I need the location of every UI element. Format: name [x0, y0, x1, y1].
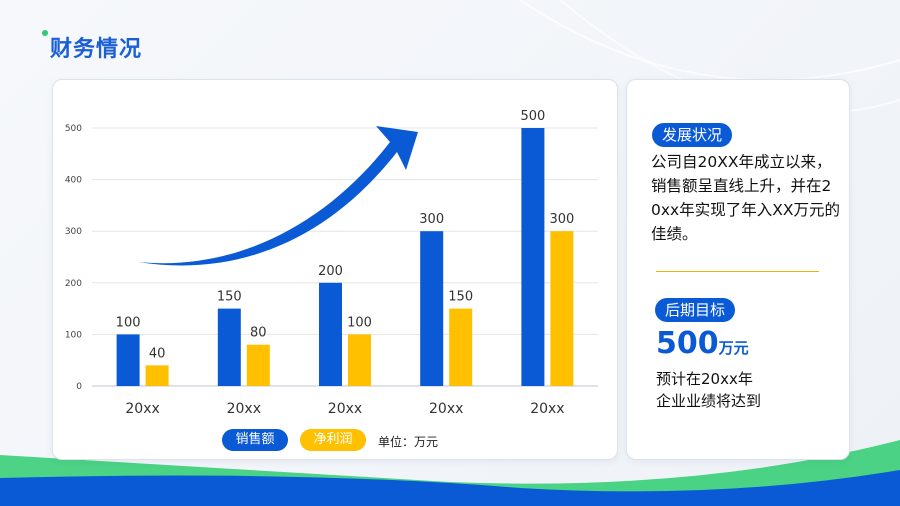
data-label: 100 [116, 315, 141, 330]
y-tick-label: 500 [65, 124, 82, 134]
goal-unit: 万元 [718, 339, 749, 357]
development-text: 公司自20XX年成立以来，销售额呈直线上升，并在20xx年实现了年入XX万元的佳… [651, 153, 840, 243]
data-label: 150 [448, 290, 473, 305]
data-label: 40 [149, 346, 166, 361]
data-label: 150 [217, 290, 242, 305]
data-label: 500 [520, 109, 545, 124]
bar [246, 344, 270, 386]
bar [449, 308, 473, 386]
y-tick-label: 400 [65, 176, 82, 186]
bar [145, 365, 169, 386]
y-tick-label: 300 [65, 227, 82, 237]
goal-tag: 后期目标 [655, 298, 736, 322]
unit-label: 单位：万元 [378, 435, 439, 449]
goal-text-line2: 企业业绩将达到 [656, 392, 762, 410]
development-tag: 发展状况 [652, 123, 733, 147]
data-label: 100 [347, 315, 372, 330]
y-tick-label: 0 [76, 382, 82, 392]
goal-value: 500万元 [656, 326, 749, 361]
x-tick-label: 20xx [125, 401, 159, 417]
y-tick-label: 100 [65, 330, 82, 340]
legend-sales: 销售额 [222, 429, 288, 451]
x-tick-label: 20xx [328, 401, 362, 417]
bar [550, 231, 574, 386]
data-label: 200 [318, 264, 343, 279]
x-tick-label: 20xx [530, 401, 564, 417]
data-label: 300 [419, 212, 444, 227]
goal-description: 预计在20xx年 企业业绩将达到 [656, 368, 826, 412]
bar [348, 334, 371, 386]
growth-arrow-icon [138, 126, 418, 266]
bar [521, 128, 545, 386]
bar [217, 308, 241, 386]
y-tick-label: 200 [65, 279, 82, 289]
bar [116, 334, 140, 386]
data-label: 300 [549, 212, 574, 227]
goal-number: 500 [656, 326, 719, 361]
data-label: 80 [250, 326, 267, 341]
title-accent-dot [42, 30, 48, 36]
x-tick-label: 20xx [227, 401, 261, 417]
page-title: 财务情况 [50, 37, 143, 62]
goal-text-line1: 预计在20xx年 [656, 370, 753, 388]
divider [656, 271, 819, 272]
bar [319, 282, 342, 386]
legend-profit: 净利润 [300, 429, 366, 451]
x-tick-label: 20xx [429, 401, 463, 417]
bar [420, 231, 444, 386]
